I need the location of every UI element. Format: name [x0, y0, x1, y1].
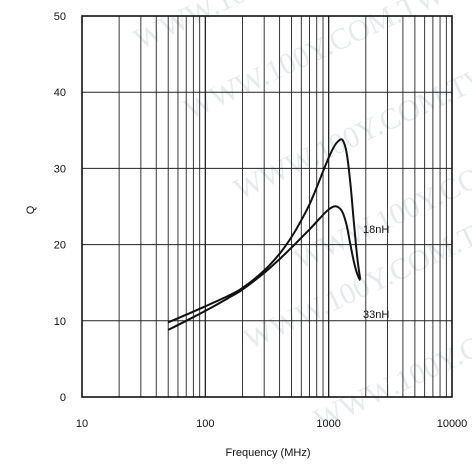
y-tick-label: 30	[54, 163, 66, 175]
watermark-layer: WWW.100Y.COM.TWWWW.100Y.COM.TWWWW.100Y.C…	[129, 0, 472, 436]
x-tick-label: 1000	[316, 418, 340, 430]
axis-layer: 10 100 1000 10000 0 10 20 30 40 50	[54, 11, 468, 430]
series-label-18nH: 18nH	[363, 224, 389, 236]
y-tick-label: 40	[54, 87, 66, 99]
x-tick-label: 100	[196, 418, 214, 430]
series-line-33nH	[167, 205, 362, 331]
y-tick-label: 10	[54, 316, 66, 328]
plot-frame	[81, 15, 453, 398]
y-tick-label: 0	[60, 392, 66, 404]
x-axis-title: Frequency (MHz)	[226, 447, 311, 459]
y-axis-title: Q	[25, 205, 37, 214]
x-tick-label: 10000	[437, 418, 468, 430]
series-layer: 18nH 33nH	[167, 138, 389, 331]
x-tick-label: 10	[76, 418, 88, 430]
y-tick-label: 20	[54, 240, 66, 252]
series-label-33nH: 33nH	[363, 309, 389, 321]
grid-layer	[81, 15, 453, 398]
y-tick-label: 50	[54, 11, 66, 23]
series-line-18nH	[167, 138, 362, 324]
